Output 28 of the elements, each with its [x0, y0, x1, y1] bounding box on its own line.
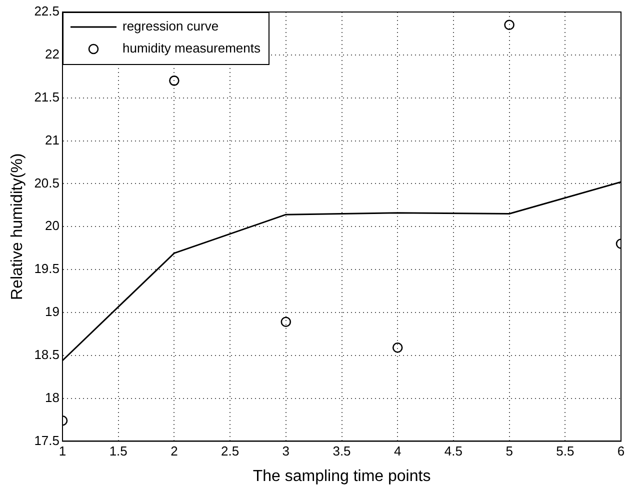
y-tick-label: 18.5	[34, 346, 60, 362]
y-axis-title: Relative humidity(%)	[9, 153, 26, 300]
y-tick-label: 19	[45, 304, 60, 320]
x-tick-label: 1.5	[109, 444, 128, 459]
y-tick-label: 20	[45, 218, 60, 234]
y-tick-label: 22	[45, 46, 60, 62]
x-tick-label: 5.5	[556, 444, 574, 459]
x-tick-label: 3.5	[332, 444, 351, 459]
x-tick-label: 4.5	[444, 444, 462, 459]
x-tick-label: 6	[617, 444, 625, 459]
y-tick-label: 22.5	[34, 4, 60, 19]
x-tick-label: 1	[58, 444, 66, 459]
point	[392, 342, 403, 353]
x-axis-title: The sampling time points	[252, 468, 431, 485]
y-tick-label: 21.5	[34, 89, 60, 104]
x-tick-label: 3	[282, 444, 290, 459]
point	[280, 316, 292, 328]
y-tick-label: 19.5	[34, 261, 60, 276]
legend-label: humidity measurements	[122, 40, 261, 56]
legend-label: regression curve	[122, 18, 219, 34]
y-tick-label: 21	[45, 132, 60, 148]
x-tick-label: 5	[506, 444, 513, 459]
x-tick-label: 2	[170, 444, 178, 459]
x-tick-label: 2.5	[221, 444, 240, 459]
x-tick-label: 4	[394, 444, 402, 459]
y-tick-label: 20.5	[34, 175, 60, 190]
y-tick-label: 18	[45, 390, 60, 405]
y-tick-label: 17.5	[34, 432, 60, 448]
